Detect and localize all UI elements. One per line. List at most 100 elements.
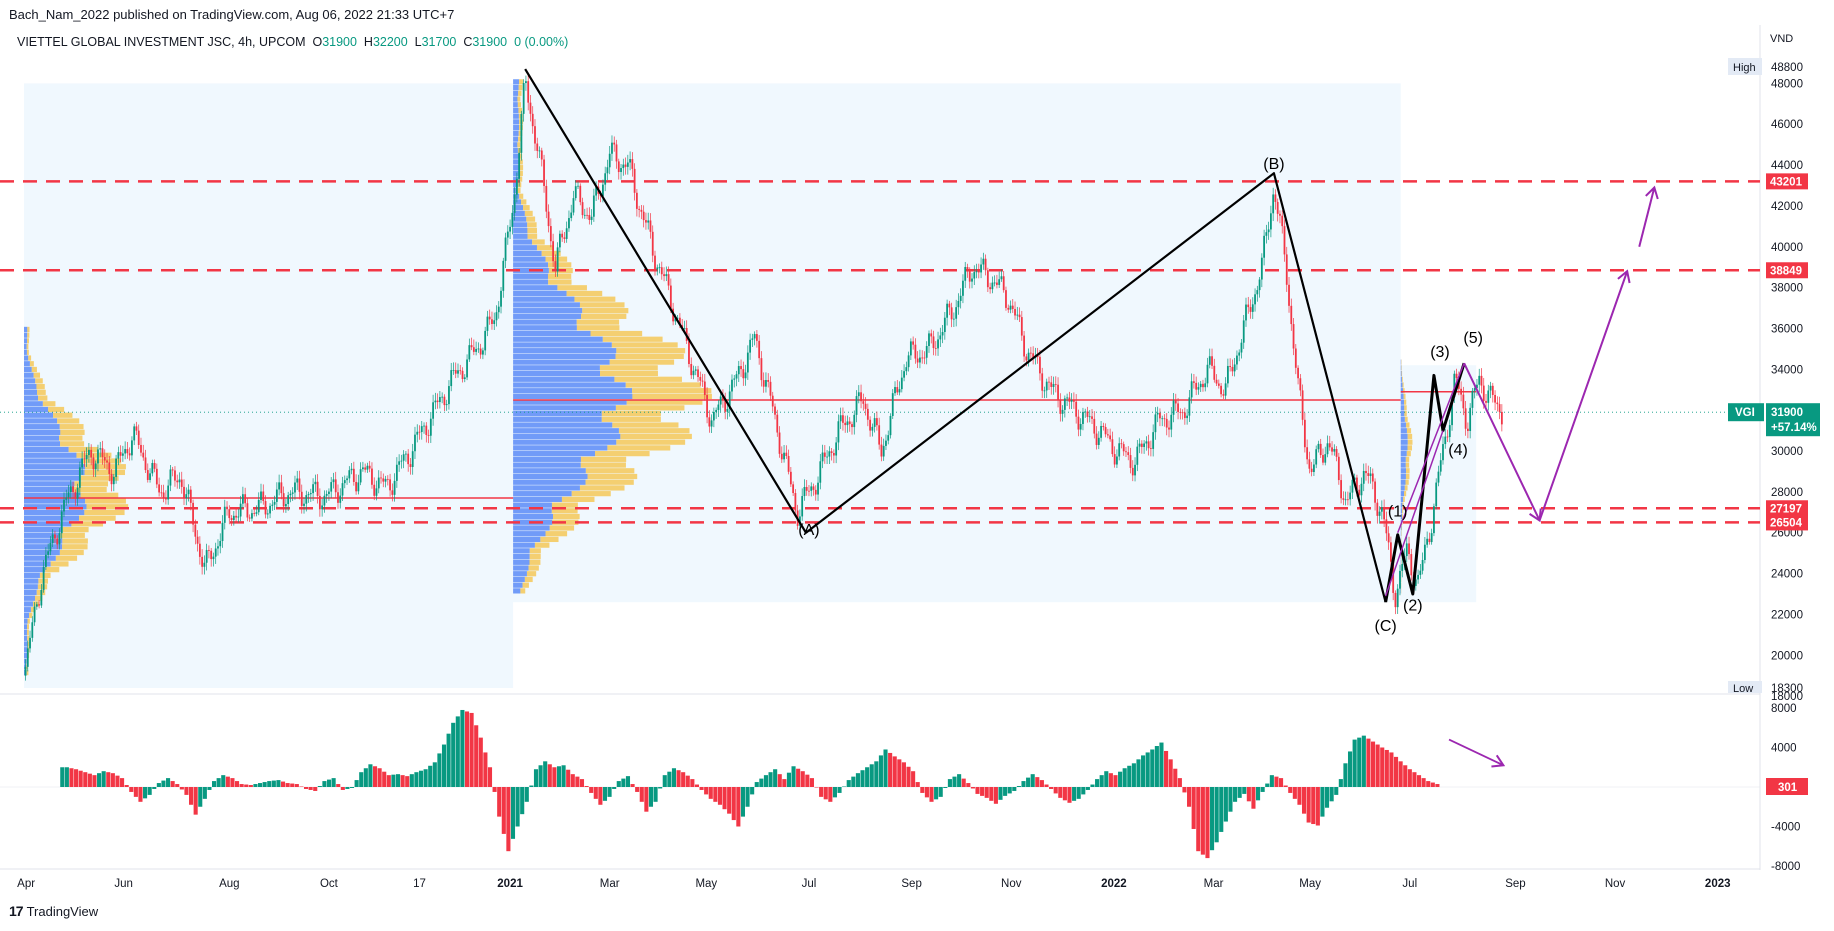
candle-body: [1469, 407, 1472, 432]
candle-body: [769, 381, 772, 396]
oscillator-bar: [883, 749, 888, 787]
volume-profile-3-bar: [1400, 433, 1408, 440]
candle-body: [534, 126, 536, 144]
oscillator-bar: [1104, 771, 1109, 787]
volume-profile-1-bar: [53, 412, 73, 418]
volume-profile-1-bar: [27, 618, 30, 624]
oscillator-bar: [1265, 783, 1270, 787]
candle-body: [1292, 324, 1295, 349]
oscillator-bar: [1361, 735, 1366, 787]
tradingview-footer[interactable]: 17 TradingView: [9, 903, 98, 919]
oscillator-bar: [253, 784, 258, 787]
oscillator-bar: [529, 785, 534, 787]
candle-body: [762, 380, 765, 387]
candle-body: [248, 517, 251, 519]
volume-profile-1-bar: [24, 441, 61, 447]
candle-body: [595, 186, 598, 196]
oscillator-bar: [1035, 777, 1040, 787]
oscillator-bar: [888, 752, 893, 787]
candle-body: [891, 393, 894, 416]
candle-body: [1082, 411, 1084, 424]
volume-profile-2-bar: [524, 576, 533, 583]
candle-body: [828, 451, 831, 457]
volume-profile-2-bar: [513, 142, 518, 148]
oscillator-bar: [74, 769, 79, 787]
candle-body: [445, 404, 448, 406]
volume-profile-3-bar: [1406, 468, 1410, 474]
candle-body: [411, 451, 414, 467]
candle-body: [418, 431, 421, 433]
oscillator-bar: [593, 787, 598, 799]
oscillator-bar: [340, 787, 345, 790]
oscillator-bar: [989, 787, 994, 801]
oscillator-bar: [1210, 787, 1215, 851]
candle-body: [1226, 365, 1229, 384]
candle-body: [414, 434, 416, 452]
volume-profile-3-bar: [1400, 508, 1403, 514]
oscillator-bar: [819, 787, 824, 797]
candle-body: [1070, 400, 1073, 402]
candle-body: [1125, 451, 1127, 453]
volume-profile-1-bar: [24, 572, 40, 578]
candle-body: [119, 452, 122, 456]
candle-body: [1075, 401, 1078, 417]
oscillator-bar: [1196, 787, 1201, 852]
oscillator-bar: [193, 787, 198, 815]
oscillator-bar: [372, 766, 378, 787]
volume-profile-1-bar: [29, 612, 33, 619]
candle-body: [479, 348, 482, 355]
volume-profile-2-bar: [513, 496, 562, 502]
volume-profile-2-bar: [513, 136, 519, 142]
candle-body: [1224, 383, 1227, 396]
oscillator-bar: [1090, 784, 1095, 787]
oscillator-bar: [395, 774, 401, 787]
oscillator-bar: [262, 782, 267, 787]
volume-profile-3-bar: [1400, 513, 1402, 520]
wave-label: (2): [1403, 597, 1423, 614]
candle-body: [545, 185, 548, 212]
oscillator-bar: [221, 775, 226, 787]
candle-body: [269, 505, 271, 514]
volume-profile-3-bar: [1400, 428, 1407, 434]
volume-profile-2-bar: [513, 325, 577, 331]
candle-body: [776, 414, 779, 433]
candle-body: [914, 344, 917, 359]
volume-profile-1-bar: [26, 664, 28, 670]
candle-body: [733, 378, 736, 380]
candle-body: [1256, 290, 1259, 295]
candle-body: [108, 462, 111, 474]
candle-body: [1242, 320, 1245, 343]
oscillator-bar: [1200, 787, 1205, 855]
oscillator-bar: [561, 765, 566, 787]
candle-body: [103, 457, 106, 461]
candle-body: [1111, 439, 1114, 455]
volume-profile-2-bar: [513, 548, 530, 554]
oscillator-bar: [717, 787, 723, 805]
oscillator-bar: [842, 786, 847, 788]
candle-body: [271, 504, 274, 506]
oscillator-bar: [1223, 787, 1228, 822]
candle-body: [110, 473, 113, 485]
volume-profile-1-bar: [24, 343, 27, 350]
oscillator-bar: [441, 744, 447, 787]
candle-body: [941, 332, 944, 336]
candle-body: [391, 490, 394, 495]
candle-body: [572, 198, 575, 213]
candle-body: [212, 556, 215, 560]
divergence-arrow-head: [1491, 754, 1506, 768]
candle-body: [1392, 561, 1395, 593]
oscillator-bar: [1021, 781, 1026, 787]
volume-profile-2-bar: [513, 559, 530, 565]
candle-body: [962, 280, 964, 296]
oscillator-bar: [451, 722, 456, 787]
candle-body: [237, 516, 240, 518]
candle-body: [642, 211, 645, 221]
volume-profile-2-bar: [601, 410, 661, 417]
candle-body: [889, 415, 892, 436]
volume-profile-1-bar: [24, 481, 75, 487]
candle-body: [1455, 373, 1458, 378]
oscillator-bar: [851, 776, 856, 787]
oscillator-bar: [524, 787, 529, 802]
candle-body: [291, 492, 294, 494]
